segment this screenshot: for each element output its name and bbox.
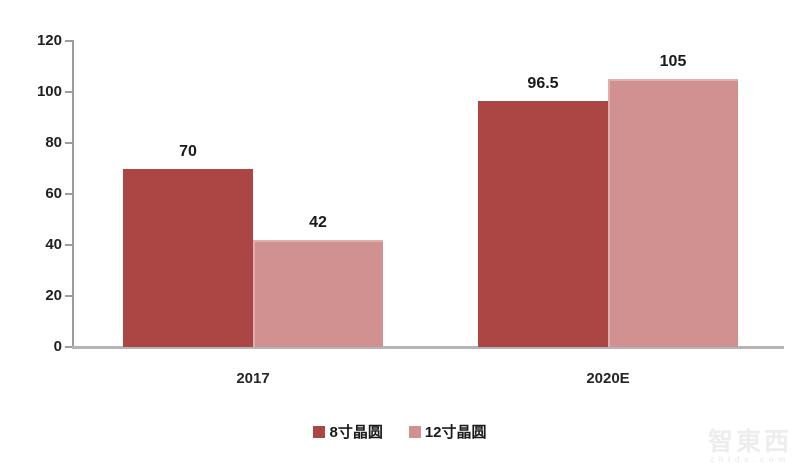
y-axis-tick-label: 20 — [45, 287, 62, 304]
legend-swatch-icon — [408, 425, 421, 438]
y-axis-tick-mark — [65, 91, 72, 93]
y-axis-tick-mark — [65, 40, 72, 42]
y-axis-line — [72, 40, 74, 348]
y-axis-tick-mark — [65, 193, 72, 195]
y-axis-tick-mark — [65, 295, 72, 297]
y-axis-tick-mark — [65, 244, 72, 246]
legend-label: 12寸晶圆 — [424, 424, 487, 441]
bar-8寸晶圆-2017 — [123, 168, 253, 347]
y-axis-tick-label: 120 — [36, 32, 62, 49]
bar-8寸晶圆-2020E — [478, 100, 608, 347]
bar-value-label: 105 — [659, 53, 687, 71]
legend-item: 12寸晶圆 — [408, 421, 487, 442]
chart-legend: 8寸晶圆 12寸晶圆 — [0, 421, 800, 442]
x-axis-line — [72, 346, 784, 349]
y-axis-tick-label: 80 — [45, 134, 62, 151]
x-axis-category-label: 2017 — [236, 370, 270, 387]
y-axis-tick-label: 0 — [53, 338, 62, 355]
bar-value-label: 96.5 — [527, 74, 559, 92]
watermark-domain-text: zhidx.com — [710, 455, 790, 464]
bar-value-label: 70 — [179, 142, 197, 160]
bar-12寸晶圆-2020E — [608, 79, 738, 347]
legend-item: 8寸晶圆 — [313, 421, 383, 442]
watermark-logo-text: 智東西 — [707, 428, 792, 456]
y-axis-tick-label: 40 — [45, 236, 62, 253]
x-axis-category-label: 2020E — [586, 370, 630, 387]
watermark: 智東西 zhidx.com — [708, 429, 792, 465]
y-axis-tick-label: 60 — [45, 185, 62, 202]
y-axis-tick-mark — [65, 142, 72, 144]
bar-12寸晶圆-2017 — [253, 239, 383, 347]
legend-label: 8寸晶圆 — [329, 424, 383, 441]
y-axis-tick-label: 100 — [36, 83, 62, 100]
legend-swatch-icon — [313, 425, 326, 438]
bar-value-label: 42 — [309, 213, 327, 231]
y-axis-tick-mark — [65, 346, 72, 348]
